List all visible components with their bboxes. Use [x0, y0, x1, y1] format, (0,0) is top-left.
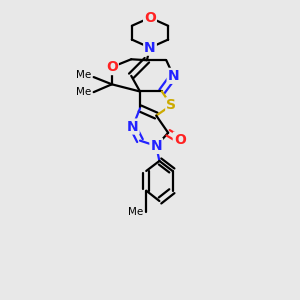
Text: N: N — [168, 69, 179, 83]
Text: O: O — [174, 133, 186, 147]
Text: N: N — [150, 139, 162, 153]
Text: S: S — [166, 98, 176, 112]
Text: Me: Me — [76, 87, 91, 97]
Text: O: O — [106, 60, 118, 74]
Text: Me: Me — [128, 207, 143, 217]
Text: Me: Me — [76, 70, 91, 80]
Text: N: N — [127, 119, 139, 134]
Text: O: O — [144, 11, 156, 25]
Text: N: N — [144, 41, 156, 55]
